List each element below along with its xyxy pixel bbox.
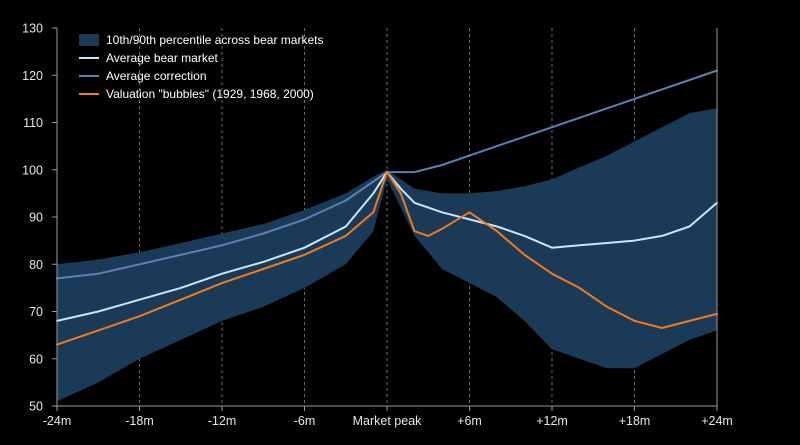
legend-label-band: 10th/90th percentile across bear markets (106, 33, 323, 47)
x-tick-label-6m: +6m (457, 414, 482, 428)
legend-label-valuation-bubbles: Valuation "bubbles" (1929, 1968, 2000) (106, 87, 314, 101)
series-line-average-correction (56, 69, 718, 280)
y-tick-label-100: 100 (22, 163, 43, 177)
x-tick-label-24m: -24m (43, 414, 71, 428)
y-tick-label-110: 110 (23, 116, 43, 130)
legend: 10th/90th percentile across bear markets… (79, 33, 323, 101)
percentile-band-area (57, 108, 717, 402)
series-line-valuation-bubbles (56, 171, 718, 346)
legend-label-average-correction: Average correction (106, 69, 207, 83)
x-tick-label-18m: -18m (125, 414, 153, 428)
y-tick-label-90: 90 (29, 211, 43, 225)
x-tick-label-6m: -6m (294, 414, 316, 428)
y-tick-label-60: 60 (29, 352, 43, 366)
axes: 50 60 70 80 90 100 110 120 130 -24m -18m -12m -6m Mar… (22, 22, 733, 429)
y-tick-label-70: 70 (29, 305, 43, 319)
x-tick-label-12m: +12m (536, 414, 568, 428)
percentile-band-layer (57, 108, 717, 402)
series-layer (56, 69, 718, 346)
x-tick-label-market-peak: Market peak (353, 414, 423, 428)
x-tick-label-18m: +18m (619, 414, 651, 428)
legend-label-average-bear-market: Average bear market (106, 51, 219, 65)
x-tick-label-24m: +24m (701, 414, 733, 428)
x-tick-label-12m: -12m (208, 414, 236, 428)
series-line-average-bear-market (56, 171, 718, 322)
y-tick-label-50: 50 (29, 400, 43, 414)
y-tick-label-80: 80 (29, 258, 43, 272)
legend-swatch-band (79, 34, 99, 46)
y-tick-label-120: 120 (22, 69, 43, 83)
gridlines (139, 28, 635, 406)
y-tick-label-130: 130 (22, 22, 43, 36)
